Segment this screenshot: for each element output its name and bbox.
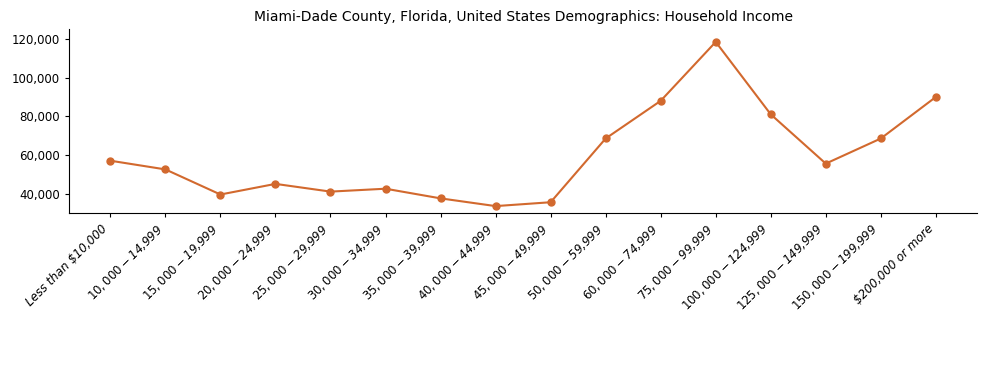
Title: Miami-Dade County, Florida, United States Demographics: Household Income: Miami-Dade County, Florida, United State… [253, 10, 792, 24]
